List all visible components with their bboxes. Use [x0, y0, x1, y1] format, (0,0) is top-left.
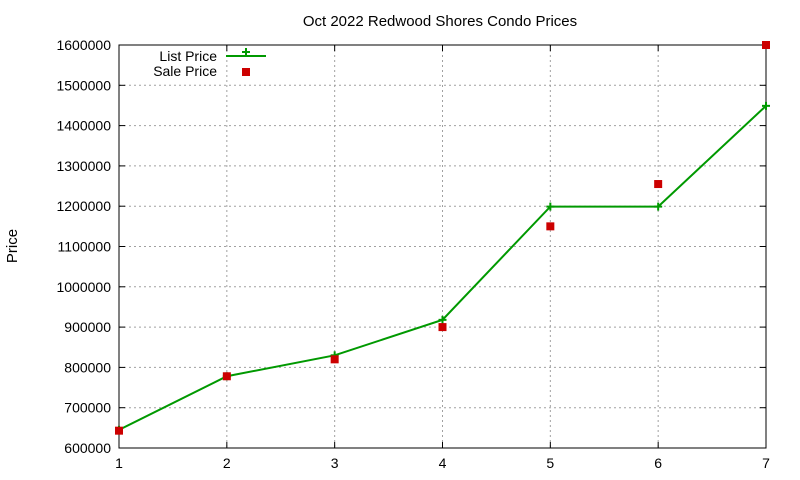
axis-ticks: 6000007000008000009000001000000110000012…: [56, 37, 770, 471]
x-tick-label: 7: [762, 455, 770, 471]
list-price-marker: [546, 202, 555, 211]
sale-price-marker: [762, 41, 770, 49]
legend: List Price Sale Price: [153, 48, 266, 79]
sale-price-marker: [330, 355, 339, 364]
x-tick-label: 4: [439, 455, 447, 471]
list-price-marker: [438, 315, 447, 324]
y-tick-label: 1600000: [56, 37, 111, 53]
x-tick-label: 1: [115, 455, 123, 471]
y-tick-label: 1000000: [56, 279, 111, 295]
sale-price-marker: [546, 222, 555, 231]
sale-price-marker: [222, 372, 231, 381]
y-tick-label: 1500000: [56, 77, 111, 93]
list-price-marker: [654, 202, 663, 211]
sale-price-marker: [438, 323, 447, 332]
y-tick-label: 900000: [64, 319, 111, 335]
y-tick-label: 1400000: [56, 118, 111, 134]
x-tick-label: 2: [223, 455, 231, 471]
y-tick-label: 800000: [64, 359, 111, 375]
y-tick-label: 600000: [64, 440, 111, 456]
x-tick-label: 5: [546, 455, 554, 471]
y-tick-label: 1100000: [58, 239, 112, 255]
chart-title: Oct 2022 Redwood Shores Condo Prices: [303, 13, 577, 30]
y-axis-label: Price: [4, 229, 21, 263]
sale-price-marker: [654, 180, 663, 189]
x-tick-label: 3: [331, 455, 339, 471]
y-tick-label: 1200000: [56, 198, 111, 214]
grid-lines: [119, 45, 766, 448]
y-tick-label: 700000: [64, 400, 111, 416]
list-price-marker: [762, 101, 770, 110]
legend-swatch-sale-price: [242, 68, 250, 76]
x-tick-label: 6: [654, 455, 662, 471]
legend-label-sale-price: Sale Price: [153, 63, 217, 79]
series-layer: [115, 41, 770, 435]
y-tick-label: 1300000: [56, 158, 111, 174]
legend-square-marker: [242, 68, 250, 76]
sale-price-marker: [115, 426, 123, 435]
legend-label-list-price: List Price: [159, 48, 217, 64]
